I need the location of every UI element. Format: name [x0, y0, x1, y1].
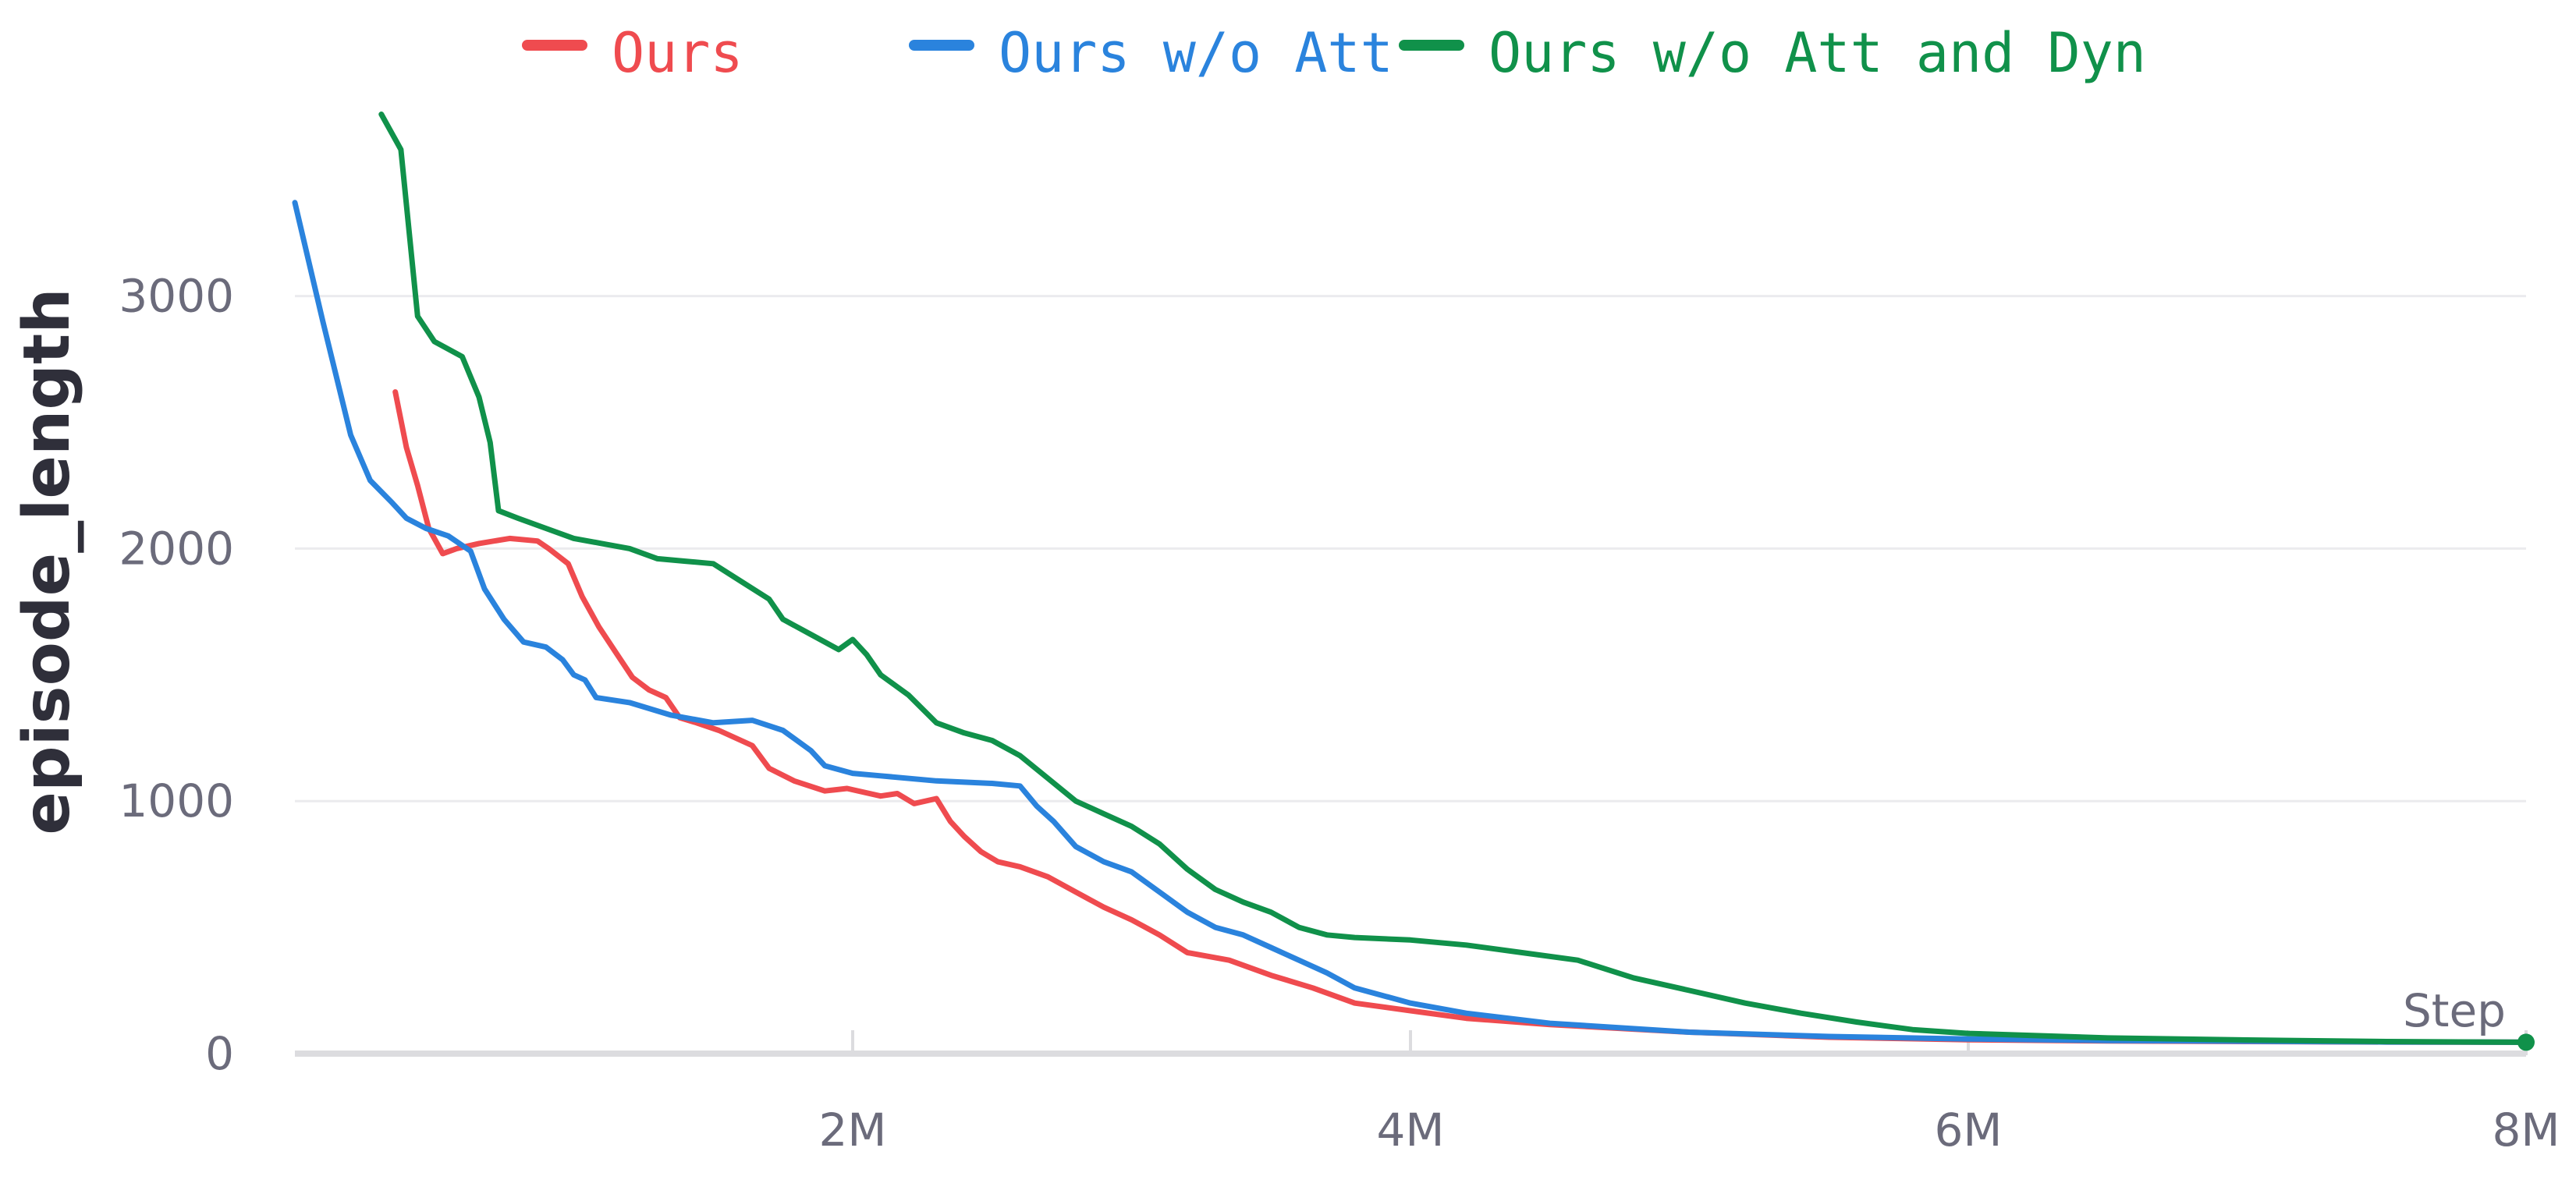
y-tick-label: 0 [205, 1027, 234, 1080]
series-line-2 [378, 112, 2529, 1045]
y-tick-label: 3000 [119, 270, 234, 323]
series-lines [292, 112, 2535, 1051]
legend-label: Ours w/o Att [999, 21, 1393, 85]
x-tick-label: 6M [1935, 1104, 2003, 1157]
legend-label: Ours w/o Att and Dyn [1488, 21, 2146, 85]
y-axis: 0 1000 2000 3000 [119, 270, 234, 1080]
legend-item-0[interactable]: Ours [522, 21, 743, 85]
legend-label: Ours [612, 21, 743, 85]
series-line-1 [292, 200, 2529, 1045]
y-tick-label: 2000 [119, 522, 234, 575]
legend-item-2[interactable]: Ours w/o Att and Dyn [1399, 21, 2146, 85]
legend: Ours Ours w/o Att Ours w/o Att and Dyn [522, 21, 2146, 85]
y-axis-label: episode_length [10, 288, 84, 834]
x-axis-title: Step [2403, 984, 2506, 1037]
series-end-marker [2517, 1033, 2535, 1051]
x-axis: 2M 4M 6M 8M [819, 1030, 2560, 1157]
x-tick-label: 8M [2493, 1104, 2560, 1157]
series-line-0 [392, 389, 2529, 1045]
y-tick-label: 1000 [119, 774, 234, 827]
x-tick-label: 4M [1377, 1104, 1445, 1157]
legend-item-1[interactable]: Ours w/o Att [909, 21, 1393, 85]
x-tick-label: 2M [819, 1104, 887, 1157]
